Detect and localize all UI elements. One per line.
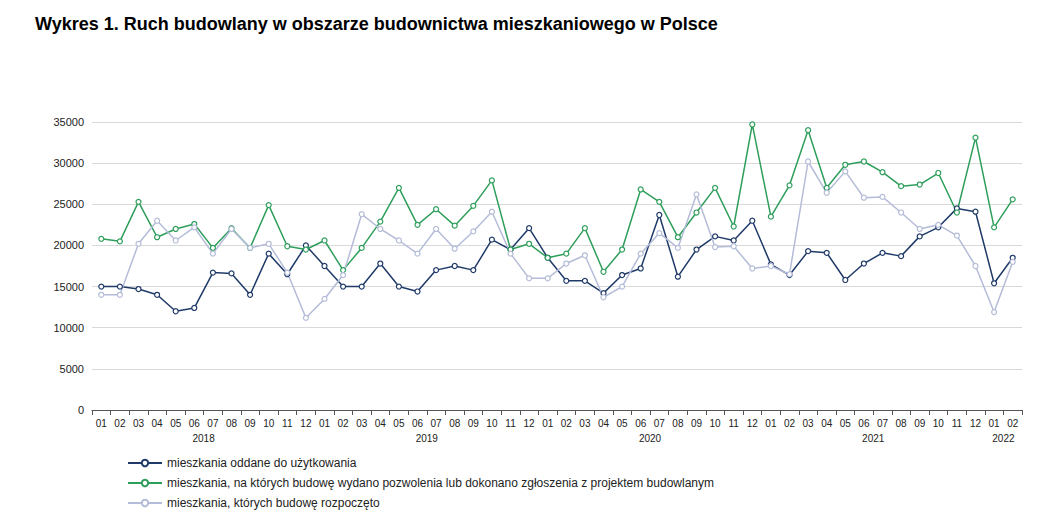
svg-text:05: 05	[170, 418, 182, 429]
svg-text:02: 02	[561, 418, 573, 429]
svg-text:02: 02	[1007, 418, 1019, 429]
svg-text:04: 04	[598, 418, 610, 429]
svg-text:03: 03	[133, 418, 145, 429]
svg-text:06: 06	[412, 418, 424, 429]
svg-text:01: 01	[989, 418, 1001, 429]
svg-text:08: 08	[896, 418, 908, 429]
svg-text:03: 03	[579, 418, 591, 429]
svg-text:02: 02	[784, 418, 796, 429]
svg-text:04: 04	[375, 418, 387, 429]
svg-text:05: 05	[617, 418, 629, 429]
svg-text:11: 11	[505, 418, 516, 429]
svg-text:20000: 20000	[53, 239, 84, 251]
svg-text:07: 07	[877, 418, 889, 429]
svg-text:12: 12	[524, 418, 536, 429]
svg-text:Wykres 1. Ruch budowlany w obs: Wykres 1. Ruch budowlany w obszarze budo…	[35, 14, 718, 34]
svg-text:02: 02	[338, 418, 350, 429]
svg-text:11: 11	[282, 418, 293, 429]
svg-text:mieszkania oddane do użytkowan: mieszkania oddane do użytkowania	[167, 456, 357, 470]
svg-text:04: 04	[821, 418, 833, 429]
svg-text:2020: 2020	[639, 433, 662, 444]
svg-text:10: 10	[263, 418, 275, 429]
svg-text:07: 07	[431, 418, 443, 429]
svg-text:12: 12	[747, 418, 759, 429]
svg-text:09: 09	[914, 418, 926, 429]
svg-text:35000: 35000	[53, 116, 84, 128]
svg-text:01: 01	[319, 418, 331, 429]
svg-text:09: 09	[468, 418, 480, 429]
svg-text:25000: 25000	[53, 198, 84, 210]
svg-text:04: 04	[152, 418, 164, 429]
svg-text:mieszkania, na których budowę: mieszkania, na których budowę wydano poz…	[167, 476, 714, 490]
svg-text:12: 12	[300, 418, 312, 429]
svg-text:09: 09	[691, 418, 703, 429]
svg-text:11: 11	[729, 418, 740, 429]
svg-text:05: 05	[840, 418, 852, 429]
svg-text:2021: 2021	[862, 433, 885, 444]
svg-text:0: 0	[78, 404, 84, 416]
svg-text:06: 06	[189, 418, 201, 429]
svg-text:03: 03	[803, 418, 815, 429]
svg-text:08: 08	[672, 418, 684, 429]
svg-text:15000: 15000	[53, 281, 84, 293]
svg-text:01: 01	[96, 418, 108, 429]
svg-text:06: 06	[858, 418, 870, 429]
svg-text:mieszkania, których budowę roz: mieszkania, których budowę rozpoczęto	[167, 496, 380, 510]
svg-text:03: 03	[356, 418, 368, 429]
svg-text:11: 11	[952, 418, 963, 429]
svg-text:01: 01	[765, 418, 777, 429]
svg-text:2022: 2022	[992, 433, 1015, 444]
svg-text:01: 01	[542, 418, 554, 429]
svg-text:05: 05	[393, 418, 405, 429]
svg-text:08: 08	[226, 418, 238, 429]
svg-text:09: 09	[245, 418, 257, 429]
svg-text:30000: 30000	[53, 157, 84, 169]
svg-text:02: 02	[114, 418, 126, 429]
svg-text:2019: 2019	[416, 433, 439, 444]
svg-text:06: 06	[635, 418, 647, 429]
svg-text:5000: 5000	[60, 363, 84, 375]
svg-text:12: 12	[970, 418, 982, 429]
svg-text:10000: 10000	[53, 322, 84, 334]
svg-text:10: 10	[486, 418, 498, 429]
svg-text:07: 07	[207, 418, 219, 429]
svg-text:07: 07	[654, 418, 666, 429]
svg-text:08: 08	[449, 418, 461, 429]
svg-text:2018: 2018	[192, 433, 215, 444]
svg-text:10: 10	[933, 418, 945, 429]
svg-text:10: 10	[710, 418, 722, 429]
